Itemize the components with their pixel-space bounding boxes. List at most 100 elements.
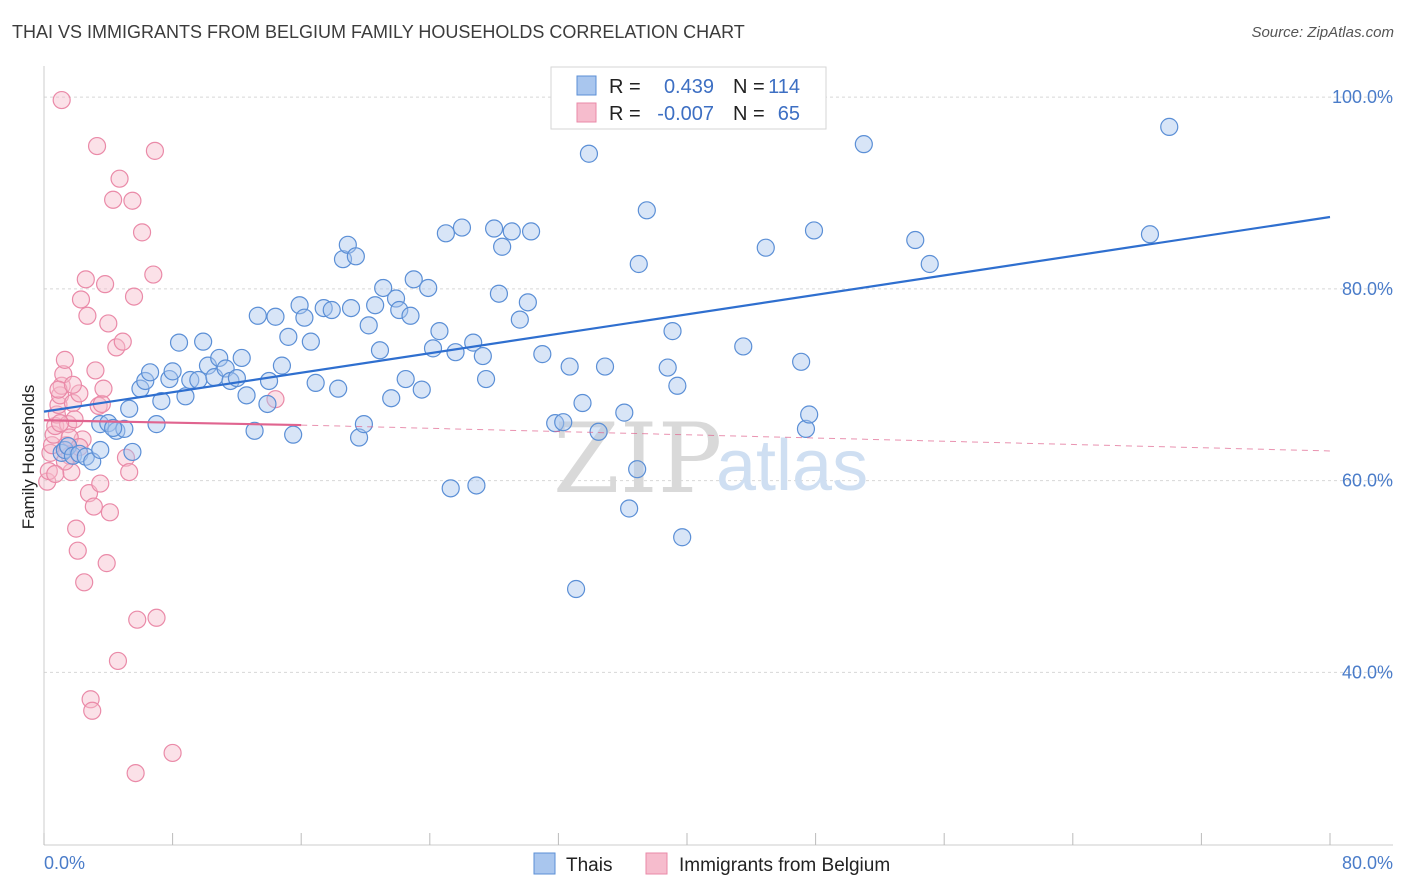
thais-point xyxy=(284,425,303,444)
y-tick-label: 80.0% xyxy=(1342,279,1393,299)
source-label: Source: ZipAtlas.com xyxy=(1251,24,1394,41)
thais-point xyxy=(668,376,687,395)
thais-point xyxy=(800,405,819,424)
thais-point xyxy=(906,230,925,250)
belgium-point xyxy=(147,608,166,627)
belgium-point xyxy=(110,169,129,188)
thais-point xyxy=(176,387,195,406)
belgium-point xyxy=(63,375,83,394)
thais-point xyxy=(734,337,753,356)
belgium-point xyxy=(67,519,86,538)
belgium-point xyxy=(99,314,118,333)
thais-point xyxy=(366,296,385,315)
thais-point xyxy=(637,201,656,220)
thais-point xyxy=(341,299,361,318)
belgium-point xyxy=(87,136,107,156)
thais-point xyxy=(595,357,615,376)
y-tick-label: 60.0% xyxy=(1342,471,1393,491)
thais-point xyxy=(620,499,639,518)
stats-legend: R = 0.439 N = 114 R = -0.007 N = 65 xyxy=(550,66,827,130)
series-legend: Thais Immigrants from Belgium xyxy=(533,852,890,876)
thais-point xyxy=(258,394,277,414)
thais-point xyxy=(1140,225,1160,244)
y-tick-label: 40.0% xyxy=(1342,662,1393,682)
thais-point xyxy=(329,379,348,398)
belgium-point xyxy=(126,763,145,783)
thais-point xyxy=(521,222,541,241)
thais-point xyxy=(485,219,504,238)
thais-point xyxy=(354,415,373,434)
watermark-zip: ZIP xyxy=(553,403,722,515)
series-legend-label-belgium: Immigrants from Belgium xyxy=(679,855,890,876)
thais-point xyxy=(792,352,811,371)
thais-point xyxy=(796,419,816,439)
thais-point xyxy=(756,238,775,257)
thais-point xyxy=(390,300,409,320)
thais-point xyxy=(104,418,123,438)
belgium-point xyxy=(46,464,65,484)
thais-point xyxy=(476,369,496,389)
thais-point xyxy=(473,346,492,366)
thais-point xyxy=(194,332,213,351)
legend-r-label-belgium: R = xyxy=(609,103,641,125)
thais-point xyxy=(386,289,406,308)
belgium-point xyxy=(55,350,74,369)
legend-swatch-belgium xyxy=(576,102,597,123)
thais-point xyxy=(123,442,142,462)
thais-point xyxy=(163,362,182,381)
thais-point xyxy=(804,221,824,240)
thais-point xyxy=(359,316,378,335)
belgium-point xyxy=(50,414,70,433)
thais-point xyxy=(510,310,529,329)
thais-point xyxy=(306,373,325,392)
thais-point xyxy=(147,415,166,434)
belgium-point xyxy=(163,743,182,763)
legend-r-value-thais: 0.439 xyxy=(664,76,714,98)
belgium-point xyxy=(124,287,144,306)
thais-point xyxy=(430,322,449,341)
thais-point xyxy=(396,369,415,389)
watermark-atlas: atlas xyxy=(716,426,868,506)
thais-point xyxy=(52,443,71,462)
y-tick-label: 100.0% xyxy=(1332,87,1393,107)
thais-point xyxy=(370,341,390,360)
thais-point xyxy=(210,348,229,368)
thais-point xyxy=(189,370,208,390)
axes xyxy=(43,66,1393,846)
belgium-point xyxy=(108,651,128,671)
thais-point xyxy=(589,422,608,441)
legend-n-value-thais: 114 xyxy=(768,76,800,98)
x-tick-label-max: 80.0% xyxy=(1342,853,1393,873)
thais-point xyxy=(658,358,677,377)
thais-point xyxy=(382,389,401,408)
thais-point xyxy=(560,357,579,376)
thais-point xyxy=(232,348,251,368)
belgium-point xyxy=(86,361,105,380)
thais-point xyxy=(63,446,83,465)
belgium-point xyxy=(91,474,110,493)
belgium-point xyxy=(75,573,94,592)
x-tick-label-min: 0.0% xyxy=(44,853,85,873)
thais-point xyxy=(120,399,139,418)
thais-point xyxy=(272,356,292,375)
belgium-point xyxy=(71,290,91,309)
series-legend-label-thais: Thais xyxy=(566,855,612,876)
thais-point xyxy=(518,293,537,312)
series-thais-points xyxy=(52,117,1179,599)
belgium-point xyxy=(78,306,97,325)
belgium-point xyxy=(145,141,165,160)
belgium-point xyxy=(100,503,120,522)
belgium-point xyxy=(95,275,115,294)
thais-point xyxy=(346,247,365,266)
thais-point xyxy=(452,218,472,237)
thais-point xyxy=(419,278,438,298)
stats-legend-box xyxy=(550,66,827,130)
legend-r-label-thais: R = xyxy=(609,76,641,98)
thais-point xyxy=(663,322,682,341)
y-tick-labels: 40.0% 60.0% 80.0% 100.0% xyxy=(1332,87,1393,682)
legend-n-label-thais: N = xyxy=(733,76,765,98)
thais-point xyxy=(628,460,647,479)
thais-point xyxy=(1160,117,1179,136)
belgium-point xyxy=(123,191,142,210)
